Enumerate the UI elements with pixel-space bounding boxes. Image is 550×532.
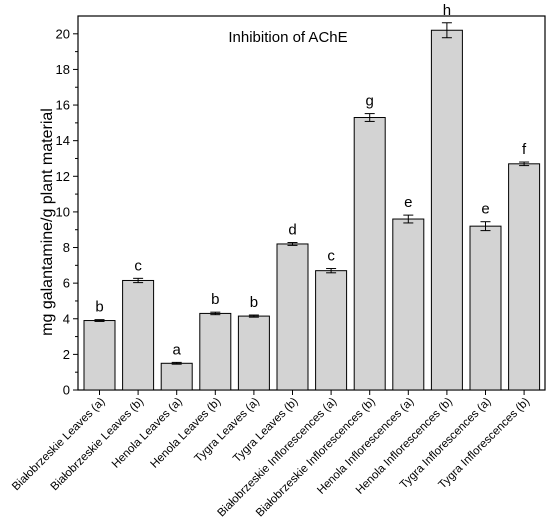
x-category-label: Tygra Leaves (a) <box>193 396 263 466</box>
bar <box>508 163 541 391</box>
significance-label: d <box>288 222 296 239</box>
y-tick-label: 10 <box>56 204 70 219</box>
significance-label: e <box>404 194 412 211</box>
significance-label: h <box>443 2 451 19</box>
y-tick-label: 2 <box>63 347 70 362</box>
y-tick-label: 8 <box>63 240 70 255</box>
y-tick-label: 12 <box>56 169 70 184</box>
x-category-label: Henola Leaves (a) <box>110 396 185 471</box>
bar <box>122 279 155 391</box>
bar <box>276 243 309 391</box>
bar <box>392 218 425 391</box>
y-axis-title: mg galantamine/g plant material <box>39 108 56 336</box>
significance-label: b <box>211 291 219 308</box>
significance-label: b <box>95 299 103 316</box>
chart-title: Inhibition of AChE <box>228 29 347 46</box>
y-tick-label: 4 <box>63 311 70 326</box>
bar <box>160 362 193 391</box>
bar <box>430 29 463 391</box>
bar <box>199 312 232 391</box>
bar <box>237 315 270 391</box>
x-category-label: Tygra Leaves (b) <box>231 396 301 466</box>
y-tick-label: 20 <box>56 26 70 41</box>
significance-label: e <box>481 201 489 218</box>
y-tick-label: 0 <box>63 383 70 398</box>
significance-label: c <box>134 257 142 274</box>
bar <box>83 320 116 391</box>
y-tick-label: 18 <box>56 62 70 77</box>
significance-label: a <box>173 341 182 358</box>
y-tick-label: 14 <box>56 133 70 148</box>
significance-label: b <box>250 294 258 311</box>
y-tick-label: 6 <box>63 276 70 291</box>
bars: b c a b b d c g e h e f <box>83 2 541 391</box>
bar <box>469 225 502 391</box>
plot-frame <box>77 15 546 391</box>
significance-label: g <box>366 93 374 110</box>
significance-label: f <box>522 141 527 158</box>
significance-label: c <box>327 248 335 265</box>
y-tick-label: 16 <box>56 98 70 113</box>
bar <box>353 117 386 391</box>
x-category-label: Henola Leaves (b) <box>148 396 223 471</box>
bar <box>315 270 348 391</box>
